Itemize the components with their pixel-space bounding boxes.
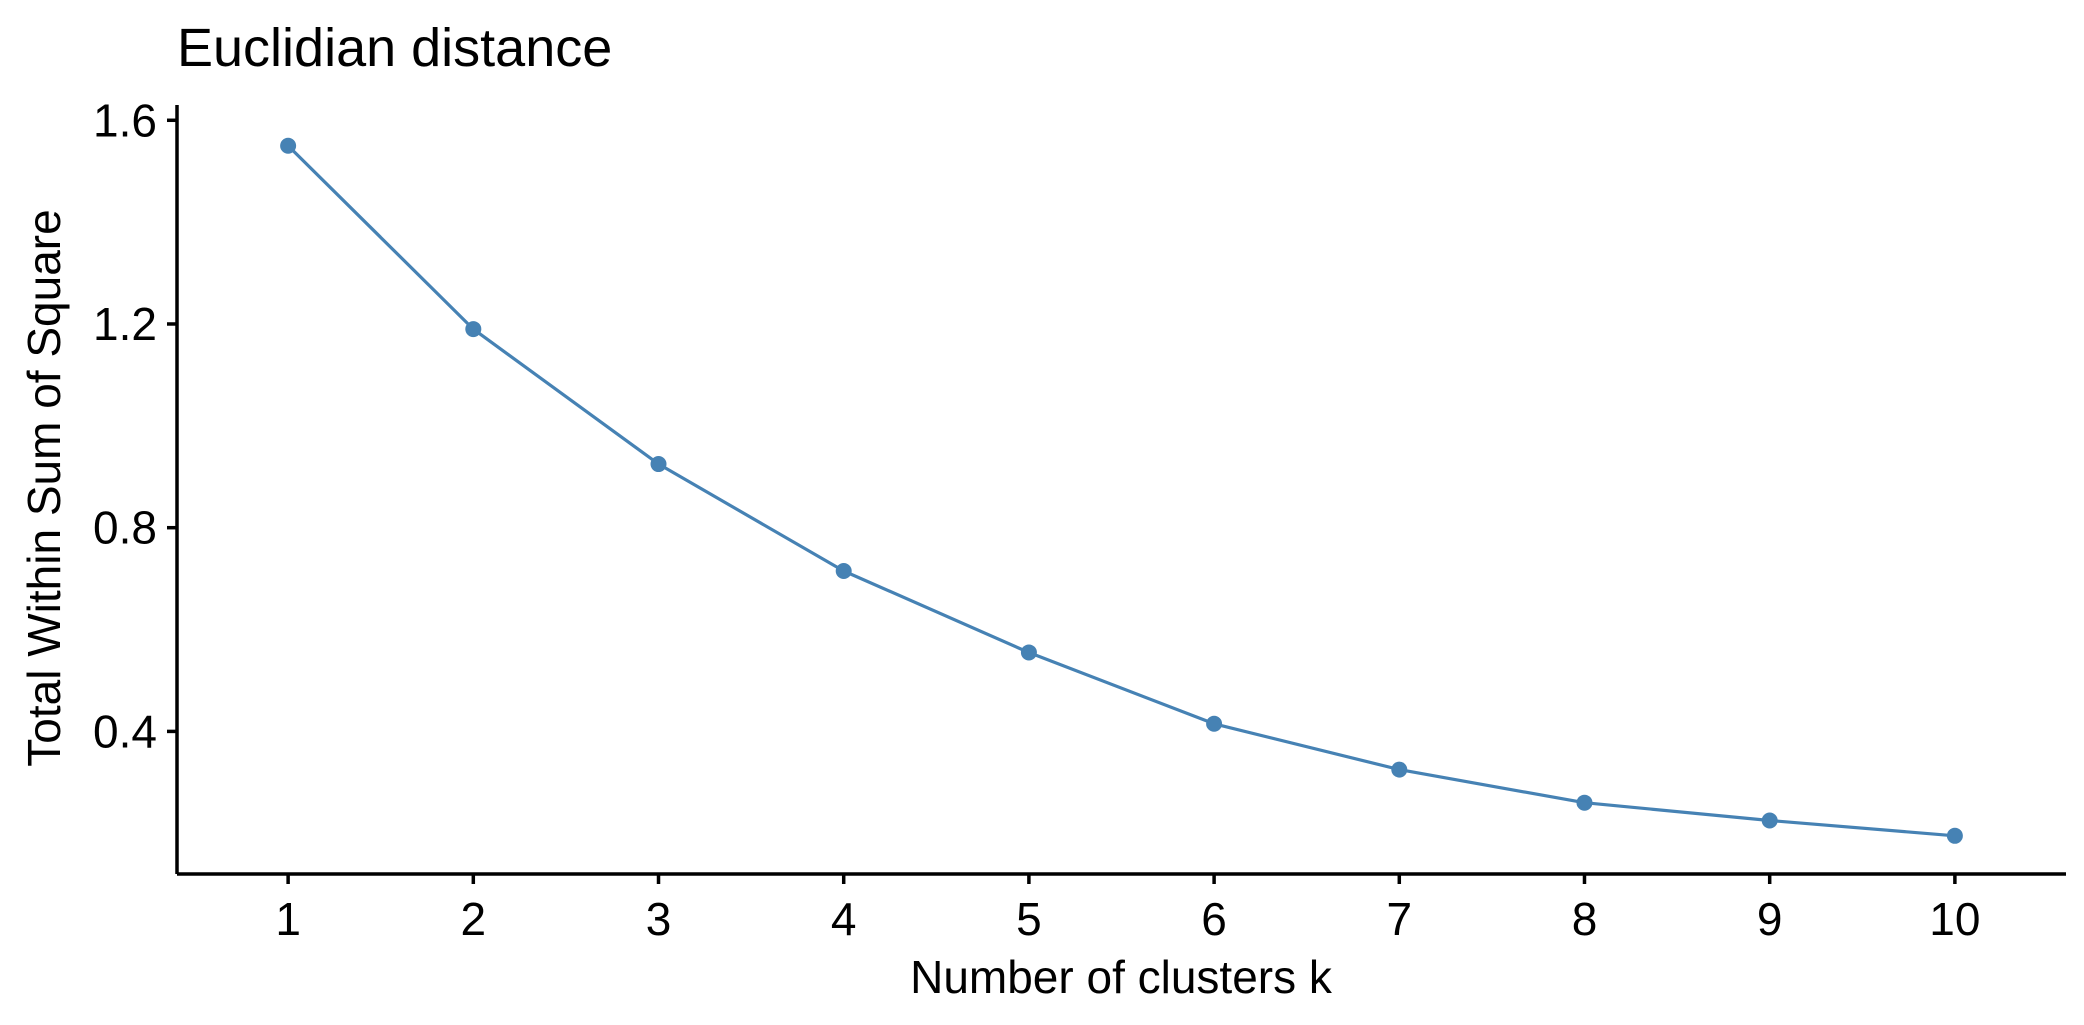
data-point	[465, 321, 482, 338]
chart-title: Euclidian distance	[177, 18, 612, 78]
x-axis-title: Number of clusters k	[910, 951, 1333, 1003]
data-point	[1206, 715, 1223, 732]
x-tick-label: 7	[1386, 893, 1412, 945]
x-tick-label: 6	[1201, 893, 1227, 945]
x-tick-label: 2	[461, 893, 487, 945]
data-point	[1761, 812, 1778, 829]
y-tick-label: 1.6	[93, 94, 157, 146]
x-tick-label: 8	[1572, 893, 1598, 945]
data-point	[1391, 761, 1408, 778]
series-line	[286, 144, 1956, 838]
data-point	[650, 456, 667, 473]
x-tick-label: 9	[1757, 893, 1783, 945]
y-tick-label: 1.2	[93, 298, 157, 350]
x-tick-label: 4	[831, 893, 857, 945]
y-tick-label: 0.4	[93, 705, 157, 757]
data-point	[1020, 644, 1037, 661]
y-tick-label: 0.8	[93, 502, 157, 554]
data-point	[1946, 827, 1963, 844]
data-point	[280, 137, 297, 154]
data-point	[1576, 794, 1593, 811]
plot-area: 0.4 0.8 1.2 1.6 1 2 3 4 5 6 7 8 9 10	[93, 94, 2066, 945]
y-axis-title: Total Within Sum of Square	[18, 209, 70, 766]
data-point	[835, 562, 852, 579]
x-tick-label: 10	[1929, 893, 1980, 945]
x-tick-label: 3	[646, 893, 672, 945]
x-tick-label: 5	[1016, 893, 1042, 945]
x-tick-label: 1	[275, 893, 301, 945]
